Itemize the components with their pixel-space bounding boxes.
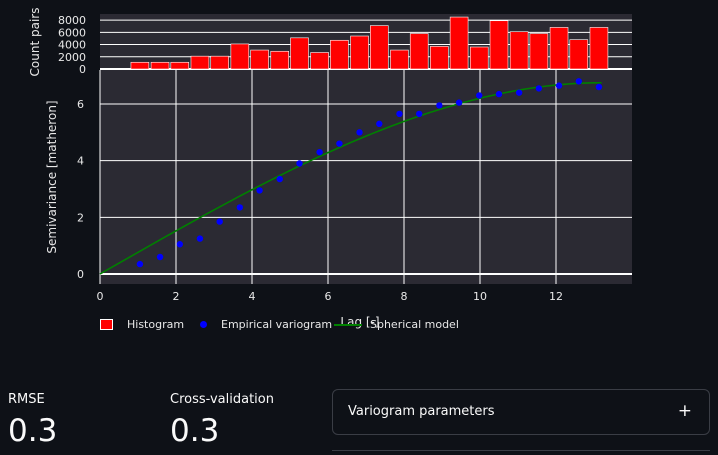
histogram-bar (190, 55, 210, 70)
metric-rmse: RMSE 0.3 (8, 392, 57, 449)
plus-icon[interactable]: + (677, 401, 692, 421)
histogram-bar (250, 49, 269, 70)
legend-label-model: Spherical model (370, 318, 459, 331)
variogram-parameters-expander[interactable]: Variogram parameters + (332, 389, 710, 435)
histogram-bar (130, 61, 150, 70)
empirical-variogram-point (495, 90, 503, 98)
histogram-bar (370, 25, 389, 70)
model-swatch (334, 323, 362, 326)
variogram-x-tick-label: 4 (249, 290, 256, 303)
variogram-x-tick-label: 10 (473, 290, 487, 303)
metric-rmse-label: RMSE (8, 392, 45, 407)
empirical-variogram-point (356, 129, 363, 136)
empirical-variogram-point (136, 260, 144, 268)
histogram-bar (509, 31, 529, 70)
empirical-variogram-point (396, 110, 403, 118)
variogram-x-tick-label: 12 (549, 290, 563, 303)
empirical-variogram-point (555, 82, 563, 89)
metric-cross-validation-value: 0.3 (170, 413, 220, 449)
histogram-bar (210, 55, 229, 70)
histogram-bar (290, 37, 309, 70)
histogram-y-tick-label: 4000 (58, 39, 86, 52)
empirical-variogram-point (236, 204, 244, 211)
histogram-bar (230, 43, 250, 70)
metric-cross-validation: Cross-validation 0.3 (170, 392, 274, 449)
legend-item-model[interactable]: Spherical model (334, 318, 459, 331)
metric-rmse-value: 0.3 (8, 413, 58, 449)
histogram-bar (589, 27, 609, 70)
empirical-variogram-point (575, 78, 582, 85)
histogram-y-axis-label: Count pairs (28, 8, 42, 77)
variogram-x-tick-label: 8 (401, 290, 408, 303)
histogram-y-tick-label: 8000 (58, 14, 86, 27)
variogram-x-axis-label: Lag [-] (340, 315, 379, 329)
empirical-variogram-point (455, 99, 463, 106)
empirical-variogram-point (535, 85, 543, 92)
variogram-x-tick-label: 2 (173, 290, 180, 303)
histogram-y-tick-label: 0 (79, 63, 86, 76)
variogram-x-tick-label: 6 (325, 290, 332, 303)
empirical-swatch (200, 321, 207, 328)
legend-label-empirical: Empirical variogram (221, 318, 333, 331)
legend-item-empirical[interactable]: Empirical variogram (200, 318, 332, 331)
histogram-bar (449, 16, 469, 70)
expander-divider (332, 450, 710, 455)
histogram-bar (569, 39, 589, 70)
empirical-variogram-point (436, 102, 443, 109)
histogram-bar (310, 52, 329, 70)
variogram-plot-area (100, 70, 632, 284)
variogram-y-tick-label: 6 (77, 98, 84, 111)
empirical-variogram-point (256, 187, 263, 194)
variogram-y-axis-label: Semivariance [matheron] (45, 100, 59, 253)
empirical-variogram-point (196, 235, 204, 242)
empirical-variogram-point (515, 89, 523, 96)
histogram-bar (390, 49, 409, 70)
histogram-bar (409, 33, 429, 70)
variogram-y-tick-label: 2 (77, 211, 84, 224)
legend-label-histogram: Histogram (127, 318, 185, 331)
empirical-variogram-point (416, 110, 423, 118)
histogram-bar (170, 61, 190, 70)
histogram-bar (430, 46, 449, 70)
empirical-variogram-point (376, 120, 383, 128)
histogram-y-tick-label: 6000 (58, 26, 86, 39)
histogram-y-tick-label: 2000 (58, 51, 86, 64)
empirical-variogram-point (276, 175, 283, 183)
expander-label: Variogram parameters (348, 404, 495, 419)
empirical-variogram-point (176, 241, 183, 248)
variogram-y-tick-label: 0 (77, 268, 84, 281)
variogram-y-tick-label: 4 (77, 155, 84, 168)
empirical-variogram-point (595, 83, 603, 91)
histogram-bar (529, 33, 549, 70)
histogram-bar (330, 39, 349, 70)
histogram-bar (150, 61, 170, 70)
empirical-variogram-point (296, 160, 303, 167)
histogram-bar (270, 50, 290, 70)
histogram-bar (350, 35, 369, 70)
variogram-x-tick-label: 0 (97, 290, 104, 303)
histogram-bar (549, 27, 569, 70)
metric-cross-validation-label: Cross-validation (170, 392, 274, 407)
empirical-variogram-point (336, 140, 343, 147)
empirical-variogram-point (216, 218, 223, 225)
histogram-bar (489, 20, 509, 70)
histogram-swatch (100, 319, 113, 330)
empirical-variogram-point (476, 92, 483, 99)
legend-item-histogram[interactable]: Histogram (100, 318, 184, 331)
empirical-variogram-point (156, 253, 164, 261)
histogram-bar (469, 46, 489, 70)
empirical-variogram-point (316, 148, 323, 156)
